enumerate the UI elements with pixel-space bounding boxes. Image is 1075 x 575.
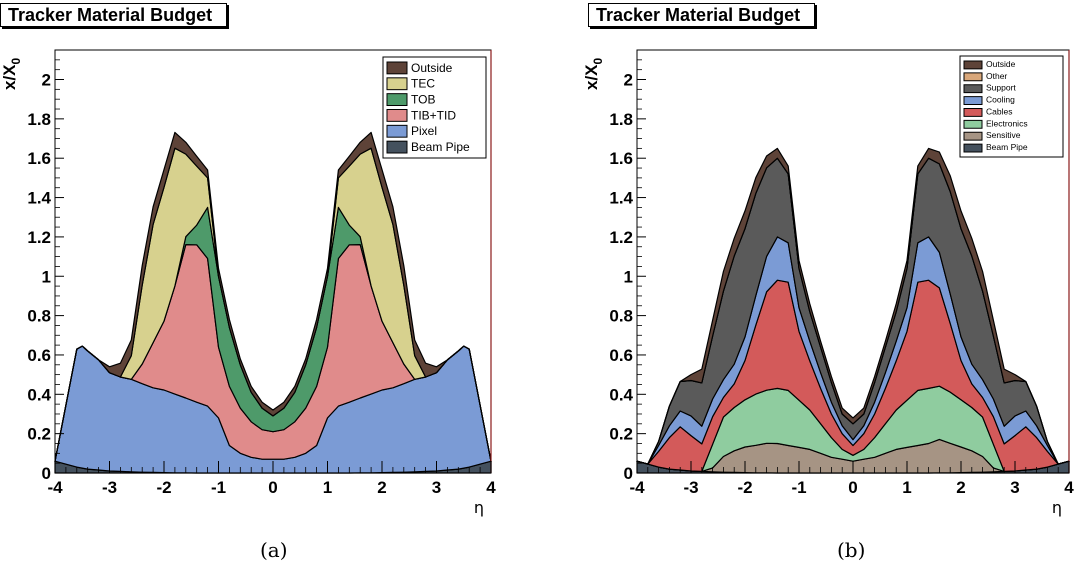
- y-tick-label: 0.6: [27, 346, 51, 365]
- y-tick-label: 2: [624, 71, 633, 90]
- legend-label: Cooling: [986, 95, 1015, 105]
- x-tick-label: 4: [486, 478, 496, 497]
- y-tick-label: 1.8: [27, 110, 51, 129]
- legend-label: TOB: [411, 93, 435, 107]
- y-tick-label: 1.4: [609, 189, 633, 208]
- legend-swatch: [386, 140, 408, 154]
- chart-b-title: Tracker Material Budget: [588, 3, 816, 27]
- legend-label: Pixel: [411, 124, 437, 138]
- legend-label: Outside: [986, 59, 1016, 69]
- chart-a-title: Tracker Material Budget: [0, 3, 228, 27]
- y-tick-label: 0.8: [609, 307, 633, 326]
- caption-a: (a): [260, 538, 288, 562]
- y-tick-label: 0.8: [27, 307, 51, 326]
- y-tick-label: 1: [624, 267, 633, 286]
- legend-label: Outside: [411, 61, 453, 75]
- y-tick-label: 0.2: [609, 425, 633, 444]
- x-tick-label: -4: [629, 478, 645, 497]
- x-tick-label: 3: [432, 478, 441, 497]
- x-tick-label: 1: [323, 478, 332, 497]
- legend-label: Support: [986, 83, 1016, 93]
- x-tick-label: 0: [848, 478, 857, 497]
- y-tick-label: 0.2: [27, 425, 51, 444]
- y-tick-label: 0.4: [27, 385, 51, 404]
- x-tick-label: -1: [791, 478, 806, 497]
- x-tick-label: 3: [1010, 478, 1019, 497]
- y-axis-title: x/X0: [0, 57, 23, 90]
- y-tick-label: 1.6: [609, 149, 633, 168]
- legend-swatch: [963, 119, 983, 129]
- x-tick-label: -3: [102, 478, 117, 497]
- y-tick-label: 0: [624, 464, 633, 483]
- y-tick-label: 0.4: [609, 385, 633, 404]
- legend-swatch: [386, 124, 408, 138]
- legend-swatch: [386, 61, 408, 75]
- legend-swatch: [386, 93, 408, 106]
- x-tick-label: 4: [1064, 478, 1074, 497]
- x-tick-label: -2: [737, 478, 752, 497]
- x-tick-label: -1: [211, 478, 226, 497]
- caption-b: (b): [837, 538, 866, 562]
- legend-label: Electronics: [986, 118, 1028, 128]
- x-tick-label: -2: [156, 478, 171, 497]
- y-tick-label: 1.2: [609, 228, 633, 247]
- legend-swatch: [963, 84, 983, 94]
- x-tick-label: 0: [268, 478, 277, 497]
- legend-swatch: [963, 143, 983, 153]
- x-tick-label: -3: [683, 478, 698, 497]
- legend-label: Other: [986, 71, 1007, 81]
- legend-label: Sensitive: [986, 130, 1021, 140]
- x-tick-label: 2: [377, 478, 386, 497]
- legend-label: Beam Pipe: [411, 140, 470, 154]
- legend-swatch: [963, 72, 983, 82]
- legend-swatch: [386, 109, 408, 122]
- y-axis-title: x/X0: [582, 57, 605, 90]
- legend-label: TIB+TID: [411, 108, 456, 122]
- legend-swatch: [963, 96, 983, 105]
- x-axis-title: η: [1052, 498, 1062, 517]
- y-tick-label: 0: [42, 464, 51, 483]
- legend-swatch: [963, 108, 983, 117]
- y-tick-label: 1: [42, 267, 51, 286]
- legend-swatch: [963, 131, 983, 141]
- legend-label: Cables: [986, 106, 1012, 116]
- y-tick-label: 1.2: [27, 228, 51, 247]
- x-tick-label: 1: [902, 478, 911, 497]
- y-tick-label: 0.6: [609, 346, 633, 365]
- x-tick-label: 2: [956, 478, 965, 497]
- legend-label: TEC: [411, 77, 435, 91]
- y-tick-label: 1.8: [609, 110, 633, 129]
- legend-label: Beam Pipe: [986, 142, 1028, 152]
- x-tick-label: -4: [47, 478, 63, 497]
- y-tick-label: 1.4: [27, 189, 51, 208]
- y-tick-label: 1.6: [27, 149, 51, 168]
- legend-swatch: [386, 77, 408, 91]
- y-tick-label: 2: [42, 71, 51, 90]
- legend-swatch: [963, 60, 983, 70]
- x-axis-title: η: [474, 498, 484, 517]
